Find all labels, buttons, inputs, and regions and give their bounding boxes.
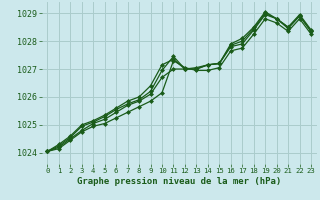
X-axis label: Graphe pression niveau de la mer (hPa): Graphe pression niveau de la mer (hPa)	[77, 177, 281, 186]
